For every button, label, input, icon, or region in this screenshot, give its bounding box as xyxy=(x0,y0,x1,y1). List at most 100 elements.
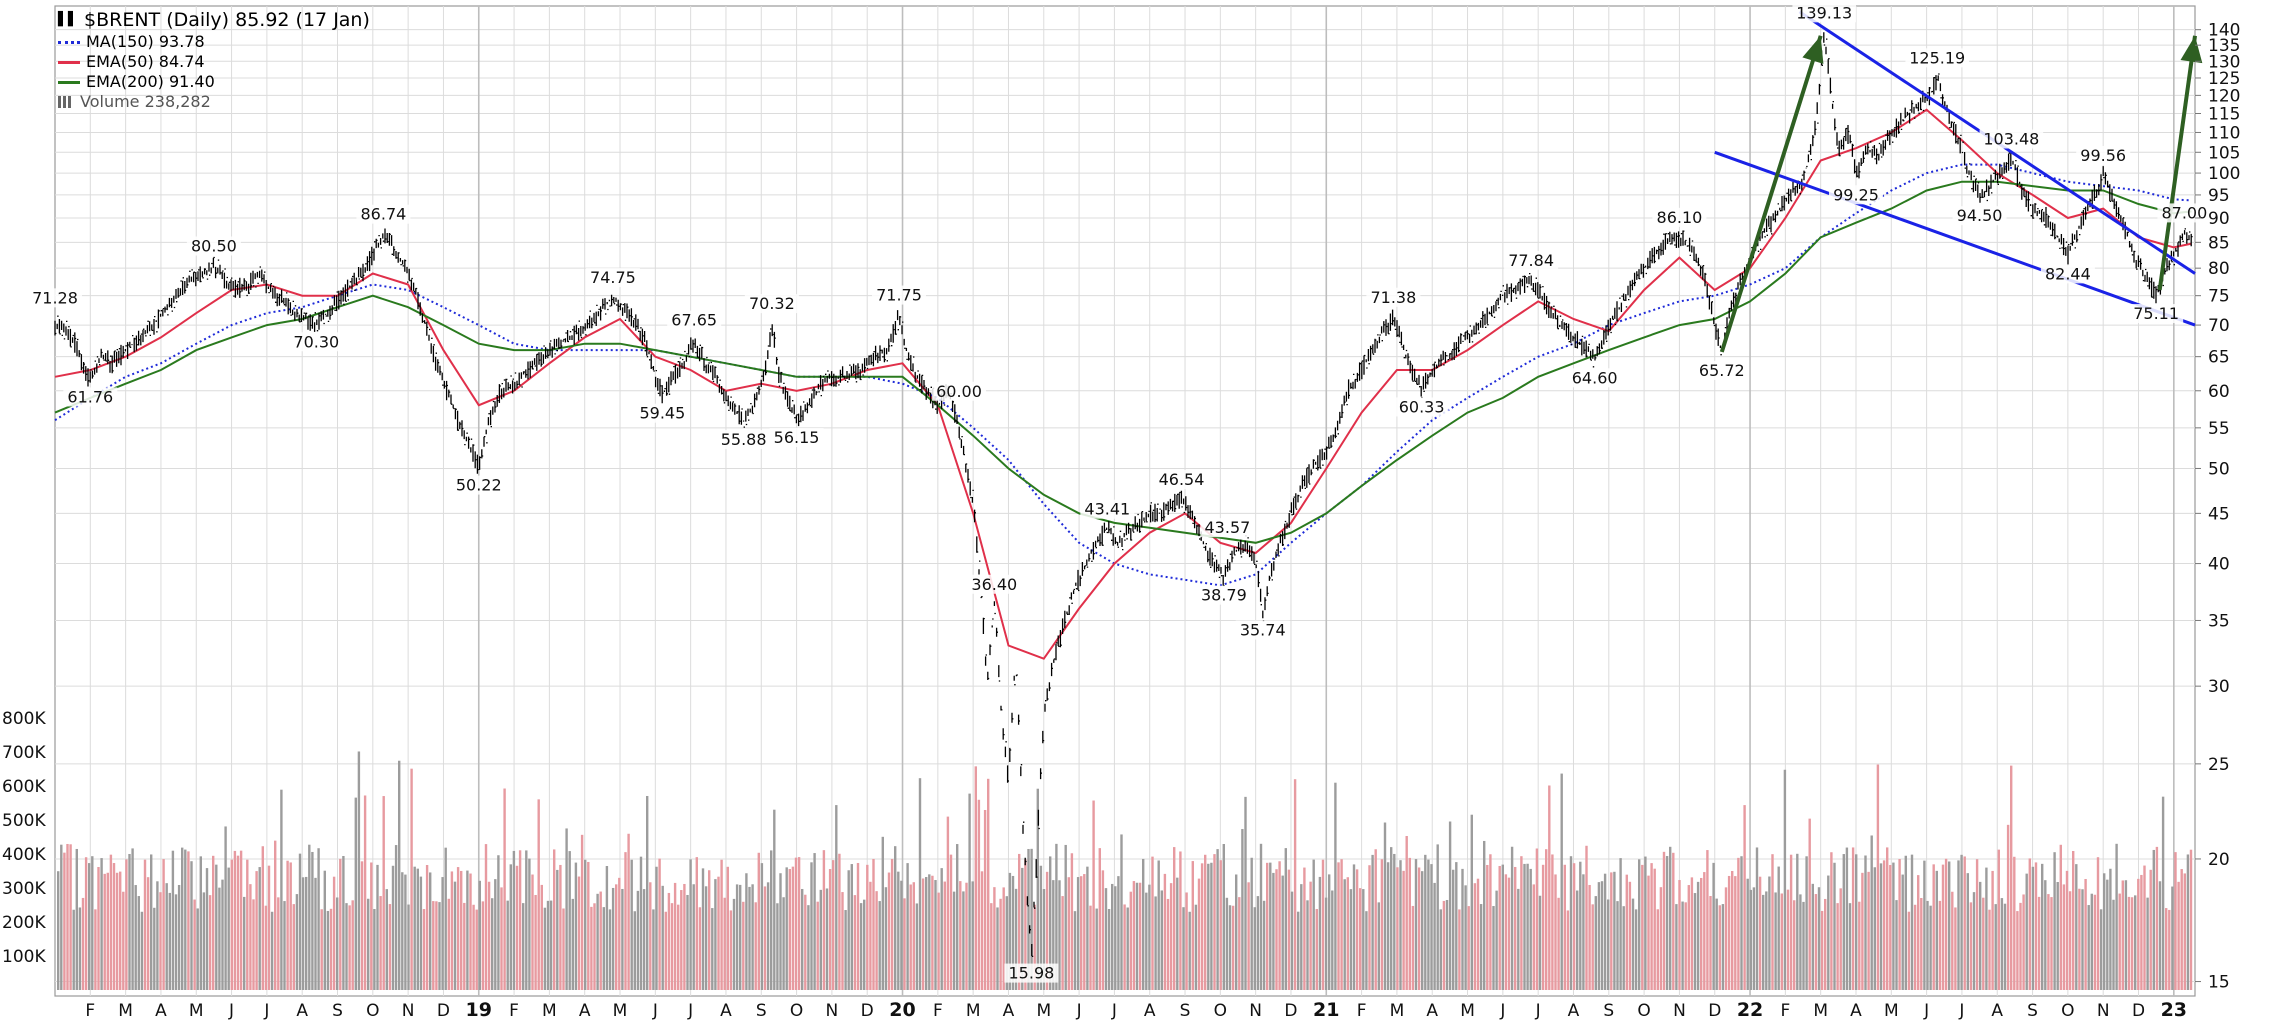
volume-bar xyxy=(708,870,711,990)
volume-bar xyxy=(1572,863,1576,990)
volume-bar xyxy=(1002,887,1005,990)
volume-bar xyxy=(2143,865,2146,990)
volume-bar xyxy=(1607,899,1610,990)
volume-bar xyxy=(2115,843,2118,990)
volume-bar xyxy=(847,870,850,990)
volume-bar xyxy=(618,877,621,990)
volume-bar xyxy=(1603,873,1607,990)
volume-bar xyxy=(1929,905,1932,990)
volume-bar xyxy=(1774,892,1777,990)
volume-bar xyxy=(2118,893,2121,990)
y-tick-label: 50 xyxy=(2208,459,2230,479)
x-tick-label: S xyxy=(1603,1001,1614,1020)
price-annotations: 71.28 61.76 80.50 70.30 86.74 50.22 74.75 59.45… xyxy=(28,3,2212,983)
volume-bar xyxy=(1789,854,1793,990)
volume-bar xyxy=(897,871,900,990)
x-tick-label: M xyxy=(1036,1001,1051,1020)
annotation-bg xyxy=(1952,206,2007,226)
volume-bar xyxy=(1966,873,1969,990)
volume-bar xyxy=(1070,853,1074,990)
y-tick-label: 100 xyxy=(2208,164,2240,184)
price-annotation: 55.88 xyxy=(721,430,767,449)
volume-bar xyxy=(168,892,171,990)
volume-bar xyxy=(1421,871,1424,990)
volume-bar xyxy=(1644,856,1647,990)
volume-bar xyxy=(841,892,844,990)
volume-bar xyxy=(1064,844,1067,990)
volume-bar xyxy=(1904,855,1907,990)
volume-bar xyxy=(326,910,330,990)
volume-bar xyxy=(1941,864,1945,990)
volume-bar xyxy=(1458,909,1461,990)
volume-bar xyxy=(596,893,599,990)
volume-bar xyxy=(1867,871,1870,990)
volume-bar xyxy=(633,911,636,990)
volume-bar xyxy=(1393,853,1396,990)
annotation-bg xyxy=(932,381,987,401)
volume-bar xyxy=(323,870,326,990)
volume-bar xyxy=(363,795,367,990)
y-tick-label: 55 xyxy=(2208,419,2230,439)
volume-bar xyxy=(2031,866,2035,990)
volume-bar xyxy=(2019,902,2022,990)
volume-bar xyxy=(2068,891,2072,990)
volume-bar xyxy=(1842,854,1845,990)
volume-bar xyxy=(667,892,671,990)
price-annotation: 50.22 xyxy=(456,476,502,495)
volume-bar xyxy=(336,897,339,990)
volume-bar xyxy=(1631,898,1635,990)
price-annotation: 71.38 xyxy=(1370,288,1416,307)
volume-bar xyxy=(1473,883,1477,990)
volume-bar xyxy=(794,857,798,990)
volume-bar xyxy=(881,836,884,990)
volume-bar xyxy=(1464,885,1467,990)
volume-bar xyxy=(931,875,934,990)
volume-bar xyxy=(1455,862,1458,990)
volume-bar xyxy=(822,850,826,990)
volume-bar xyxy=(1523,863,1526,990)
volume-bar xyxy=(1752,887,1756,990)
volume-bar xyxy=(456,867,460,990)
annotation-bg xyxy=(28,288,82,308)
volume-bar xyxy=(2174,852,2177,990)
volume-bar xyxy=(1151,856,1154,990)
volume-bar xyxy=(1058,880,1061,990)
volume-bar xyxy=(602,907,605,990)
price-annotation: 71.28 xyxy=(32,288,78,307)
volume-bar xyxy=(174,894,178,990)
volume-bar xyxy=(1814,894,1818,990)
volume-bar xyxy=(962,891,965,990)
volume-bar xyxy=(2050,897,2053,990)
y-tick-label: 45 xyxy=(2208,504,2230,524)
volume-bar xyxy=(1120,834,1123,990)
volume-bar xyxy=(608,909,612,990)
volume-bar xyxy=(1448,821,1452,990)
volume-bar xyxy=(2013,856,2016,990)
volume-bar xyxy=(1055,843,1058,990)
x-tick-label: O xyxy=(790,1001,803,1020)
volume-bar xyxy=(422,909,426,990)
arrow-head xyxy=(1802,35,1824,64)
annotation-bg xyxy=(585,268,640,288)
volume-bar xyxy=(1855,854,1858,990)
volume-bar xyxy=(1845,847,1849,990)
x-tick-label: A xyxy=(155,1001,167,1020)
volume-bar xyxy=(2155,846,2159,990)
volume-bar xyxy=(66,843,69,990)
volume-bar xyxy=(683,883,686,990)
volume-bar xyxy=(1510,846,1514,990)
volume-bar xyxy=(1132,881,1136,990)
volume-bar xyxy=(1111,883,1114,990)
volume-bar xyxy=(212,855,215,990)
y-tick-label: 80 xyxy=(2208,259,2230,279)
volume-bar xyxy=(339,858,342,990)
volume-bar xyxy=(537,799,540,990)
volume-bar xyxy=(1290,891,1294,990)
annotation-bg xyxy=(1394,397,1449,417)
volume-bar xyxy=(103,873,106,990)
y-tick-label: 60 xyxy=(2208,382,2230,402)
volume-bar xyxy=(1045,871,1049,990)
annotation-bg xyxy=(2076,145,2131,165)
volume-bar xyxy=(534,894,537,990)
volume-bar xyxy=(1910,854,1914,990)
